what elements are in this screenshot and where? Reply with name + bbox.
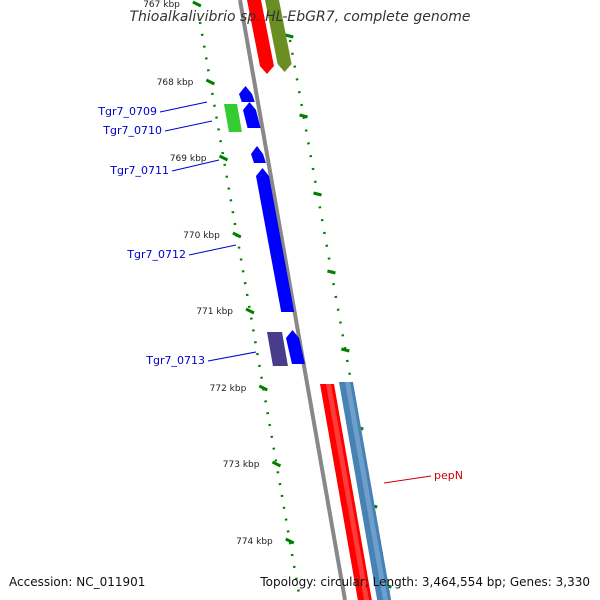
tick-label: 772 kbp [210,384,247,394]
gene-red-lower-highlight [326,384,369,600]
outer-tick-mark [299,113,308,119]
tick-label: 771 kbp [196,307,233,317]
gene-label: Tgr7_0709 [97,105,157,118]
gene-green-0710 [224,104,242,132]
tick-mark [232,231,242,239]
tick-mark [271,460,282,468]
gene-label: Tgr7_0712 [126,248,186,261]
tick-mark [218,154,229,162]
gene-blue-0710 [243,102,261,128]
genome-title: Thioalkalivibrio sp. HL-EbGR7, complete … [129,9,471,25]
gene-label-leader [207,351,257,362]
outer-tick-mark [284,33,294,39]
tick-label: 768 kbp [157,78,194,88]
outer-tick-mark [327,269,336,275]
gene-label: Tgr7_0713 [145,354,205,367]
tick-label: 767 kbp [143,0,180,10]
tick-group: 767 kbp 768 kbp 769 kbp 770 kbp 771 kbp 772 k… [143,0,295,547]
gene-steel-pepN [339,382,392,600]
inner-dotted-ring [198,21,302,600]
gene-label-leader [159,101,208,113]
tick-mark [258,384,268,392]
gene-label-leader [188,244,237,256]
gene-red-upper [247,0,274,74]
backbone-line [238,0,347,600]
gene-blue-0711 [251,146,266,163]
gene-blue-small-1 [239,86,255,102]
gene-indigo-0713 [267,332,288,366]
tick-label: 773 kbp [223,460,260,470]
tick-mark [205,78,216,86]
outer-tick-mark [340,347,350,353]
gene-label-leader [164,120,213,132]
gene-blue-0712 [256,168,295,312]
gene-label: pepN [434,469,463,482]
gene-red-lower [320,384,372,600]
tick-mark [285,537,295,545]
tick-label: 770 kbp [183,231,220,241]
gene-label: Tgr7_0710 [102,124,162,137]
outer-tick-mark [313,191,322,197]
gene-label-leader [171,159,220,172]
gene-label: Tgr7_0711 [109,164,169,177]
gene-label-leader [383,475,432,484]
tick-mark [192,0,202,8]
gene-blue-0713 [286,330,305,364]
accession-text: Accession: NC_011901 [9,575,146,589]
gene-steel-pepN-highlight [345,382,388,600]
tick-mark [245,307,255,315]
topology-text: Topology: circular; Length: 3,464,554 bp… [260,575,590,589]
gene-olive-upper [265,0,292,72]
tick-label: 774 kbp [236,537,273,547]
tick-label: 769 kbp [170,154,207,164]
